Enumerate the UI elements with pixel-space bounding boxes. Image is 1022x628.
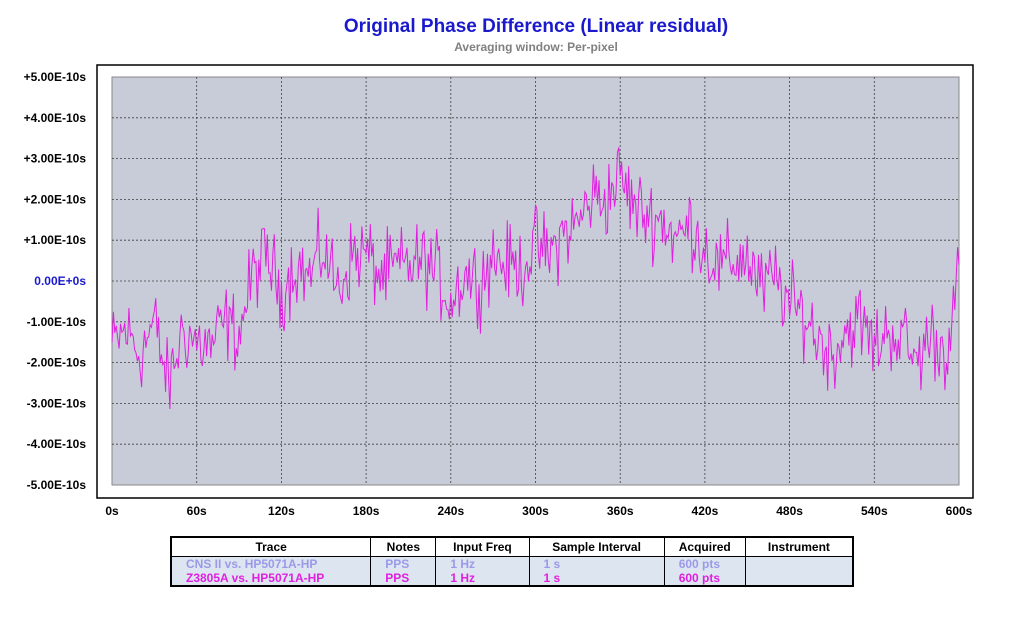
instrument-cell bbox=[744, 571, 854, 586]
x-tick-label: 420s bbox=[692, 504, 719, 518]
chart-title: Original Phase Difference (Linear residu… bbox=[343, 16, 729, 37]
trace-legend-table: Trace Notes Input Freq Sample Interval A… bbox=[170, 536, 854, 587]
series-group bbox=[111, 147, 960, 410]
y-tick-label: -1.00E-10s bbox=[27, 315, 87, 329]
header-acquired: Acquired bbox=[663, 536, 746, 557]
x-tick-label: 300s bbox=[522, 504, 549, 518]
notes-cell: PPS bbox=[370, 556, 437, 571]
acquired-cell: 600 pts bbox=[663, 571, 746, 586]
phase-difference-chart: +5.00E-10s +4.00E-10s +3.00E-10s +2.00E-10s… bbox=[24, 64, 974, 518]
series-line-z3805a bbox=[111, 147, 960, 410]
input-freq-cell: 1 Hz bbox=[435, 556, 530, 571]
y-axis-ticks: +5.00E-10s +4.00E-10s +3.00E-10s +2.00E-10s… bbox=[24, 70, 87, 492]
instrument-cell bbox=[744, 556, 854, 571]
y-tick-label: -2.00E-10s bbox=[27, 356, 87, 370]
x-tick-label: 480s bbox=[776, 504, 803, 518]
y-tick-label: +2.00E-10s bbox=[24, 192, 87, 206]
x-tick-label: 120s bbox=[268, 504, 295, 518]
y-tick-label: +1.00E-10s bbox=[24, 233, 87, 247]
chart-subtitle: Averaging window: Per-pixel bbox=[454, 40, 618, 54]
header-input-freq: Input Freq bbox=[435, 536, 530, 557]
y-tick-label: +4.00E-10s bbox=[24, 111, 87, 125]
acquired-cell: 600 pts bbox=[663, 556, 746, 571]
x-tick-label: 540s bbox=[861, 504, 888, 518]
x-tick-label: 180s bbox=[353, 504, 380, 518]
y-tick-label: 0.00E+0s bbox=[34, 274, 86, 288]
legend-row-z3805a[interactable]: Z3805A vs. HP5071A-HP PPS 1 Hz 1 s 600 p… bbox=[170, 571, 854, 586]
input-freq-cell: 1 Hz bbox=[435, 571, 530, 586]
x-axis-ticks: 0s 60s 120s 180s 240s 300s 360s 420s 480s 540s 600… bbox=[105, 504, 972, 518]
y-tick-label: -4.00E-10s bbox=[27, 437, 87, 451]
y-tick-label: +5.00E-10s bbox=[24, 70, 87, 84]
x-tick-label: 240s bbox=[437, 504, 464, 518]
header-instrument: Instrument bbox=[744, 536, 854, 557]
x-tick-label: 360s bbox=[607, 504, 634, 518]
grid-lines bbox=[112, 77, 959, 485]
header-notes: Notes bbox=[370, 536, 437, 557]
trace-name: Z3805A vs. HP5071A-HP bbox=[170, 571, 372, 586]
trace-name: CNS II vs. HP5071A-HP bbox=[170, 556, 372, 571]
notes-cell: PPS bbox=[370, 571, 437, 586]
x-tick-label: 600s bbox=[946, 504, 973, 518]
sample-interval-cell: 1 s bbox=[528, 571, 665, 586]
x-tick-label: 0s bbox=[105, 504, 119, 518]
y-tick-label: +3.00E-10s bbox=[24, 152, 87, 166]
header-trace: Trace bbox=[170, 536, 372, 557]
sample-interval-cell: 1 s bbox=[528, 556, 665, 571]
x-tick-label: 60s bbox=[187, 504, 207, 518]
legend-header-row: Trace Notes Input Freq Sample Interval A… bbox=[170, 536, 854, 557]
header-sample-interval: Sample Interval bbox=[528, 536, 665, 557]
y-tick-label: -5.00E-10s bbox=[27, 478, 87, 492]
y-tick-label: -3.00E-10s bbox=[27, 396, 87, 410]
legend-row-cns[interactable]: CNS II vs. HP5071A-HP PPS 1 Hz 1 s 600 p… bbox=[170, 556, 854, 571]
